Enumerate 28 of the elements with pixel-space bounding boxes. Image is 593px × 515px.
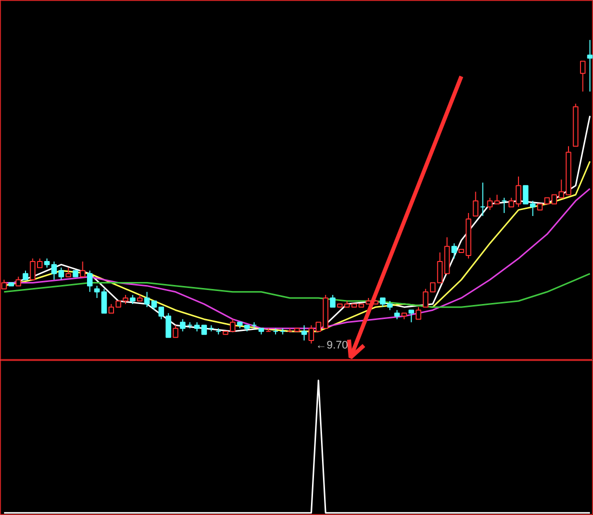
candlestick — [501, 197, 507, 214]
candlestick — [80, 261, 86, 278]
candlestick — [408, 310, 414, 323]
candlestick — [587, 39, 593, 92]
candlestick — [487, 197, 493, 210]
candlestick — [472, 191, 478, 217]
candlestick — [130, 294, 136, 305]
candlestick — [480, 182, 486, 217]
candlestick — [394, 310, 400, 320]
candlestick — [66, 267, 72, 278]
candlestick — [451, 242, 457, 260]
candlestick — [22, 270, 28, 280]
candlestick — [180, 318, 186, 332]
candlestick — [101, 288, 107, 314]
annotation: ←9.70 — [316, 340, 348, 352]
candlestick — [44, 258, 50, 268]
candlestick — [16, 276, 22, 286]
candlestick — [580, 60, 586, 92]
candlestick — [94, 285, 100, 298]
candlestick — [230, 318, 236, 332]
candlestick — [494, 194, 500, 204]
candlestick — [172, 324, 178, 338]
candlestick — [416, 306, 422, 320]
candlestick — [301, 324, 307, 341]
candlestick — [330, 294, 336, 308]
candlestick — [108, 304, 114, 314]
candlestick — [87, 270, 93, 292]
candlestick — [422, 288, 428, 308]
